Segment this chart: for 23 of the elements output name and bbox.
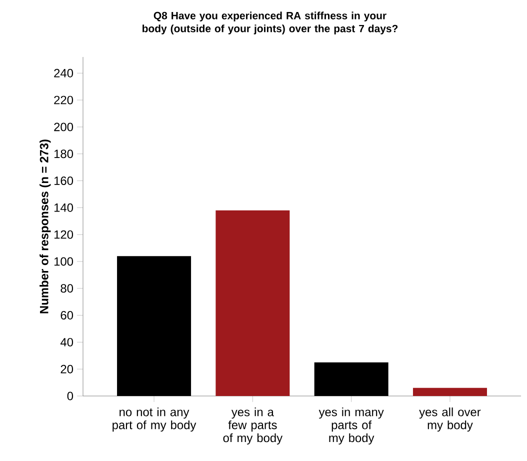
y-tick-label: 160 xyxy=(54,176,74,185)
y-tick-label: 60 xyxy=(60,311,74,320)
bar xyxy=(314,362,388,396)
y-tick-label: 240 xyxy=(54,68,74,78)
chart-title: Q8 Have you experienced RA stiffness in your body (outside of your joints) over the past 7 days? xyxy=(142,12,398,34)
bar xyxy=(117,256,192,396)
y-axis-title: Number of responses (n = 273) xyxy=(40,140,51,314)
y-tick-label: 200 xyxy=(54,122,74,132)
bar xyxy=(216,210,290,396)
y-tick-label: 220 xyxy=(54,96,74,104)
y-tick-label: 40 xyxy=(60,338,74,346)
y-tick-label: 140 xyxy=(54,203,74,212)
x-tick-label: yes in many parts of my body xyxy=(318,407,384,445)
y-tick-label: 120 xyxy=(54,230,74,239)
y-tick-label: 20 xyxy=(60,364,74,374)
y-tick-label: 100 xyxy=(54,257,74,266)
x-tick-label: yes in a few parts of my body xyxy=(223,407,283,445)
x-tick-label: no not in any part of my body xyxy=(112,407,196,432)
bar xyxy=(412,388,487,396)
y-tick-label: 180 xyxy=(54,150,74,158)
y-tick-label: 80 xyxy=(60,284,74,293)
y-tick-label: 0 xyxy=(67,392,74,400)
x-tick-label: yes all over my body xyxy=(419,407,481,432)
